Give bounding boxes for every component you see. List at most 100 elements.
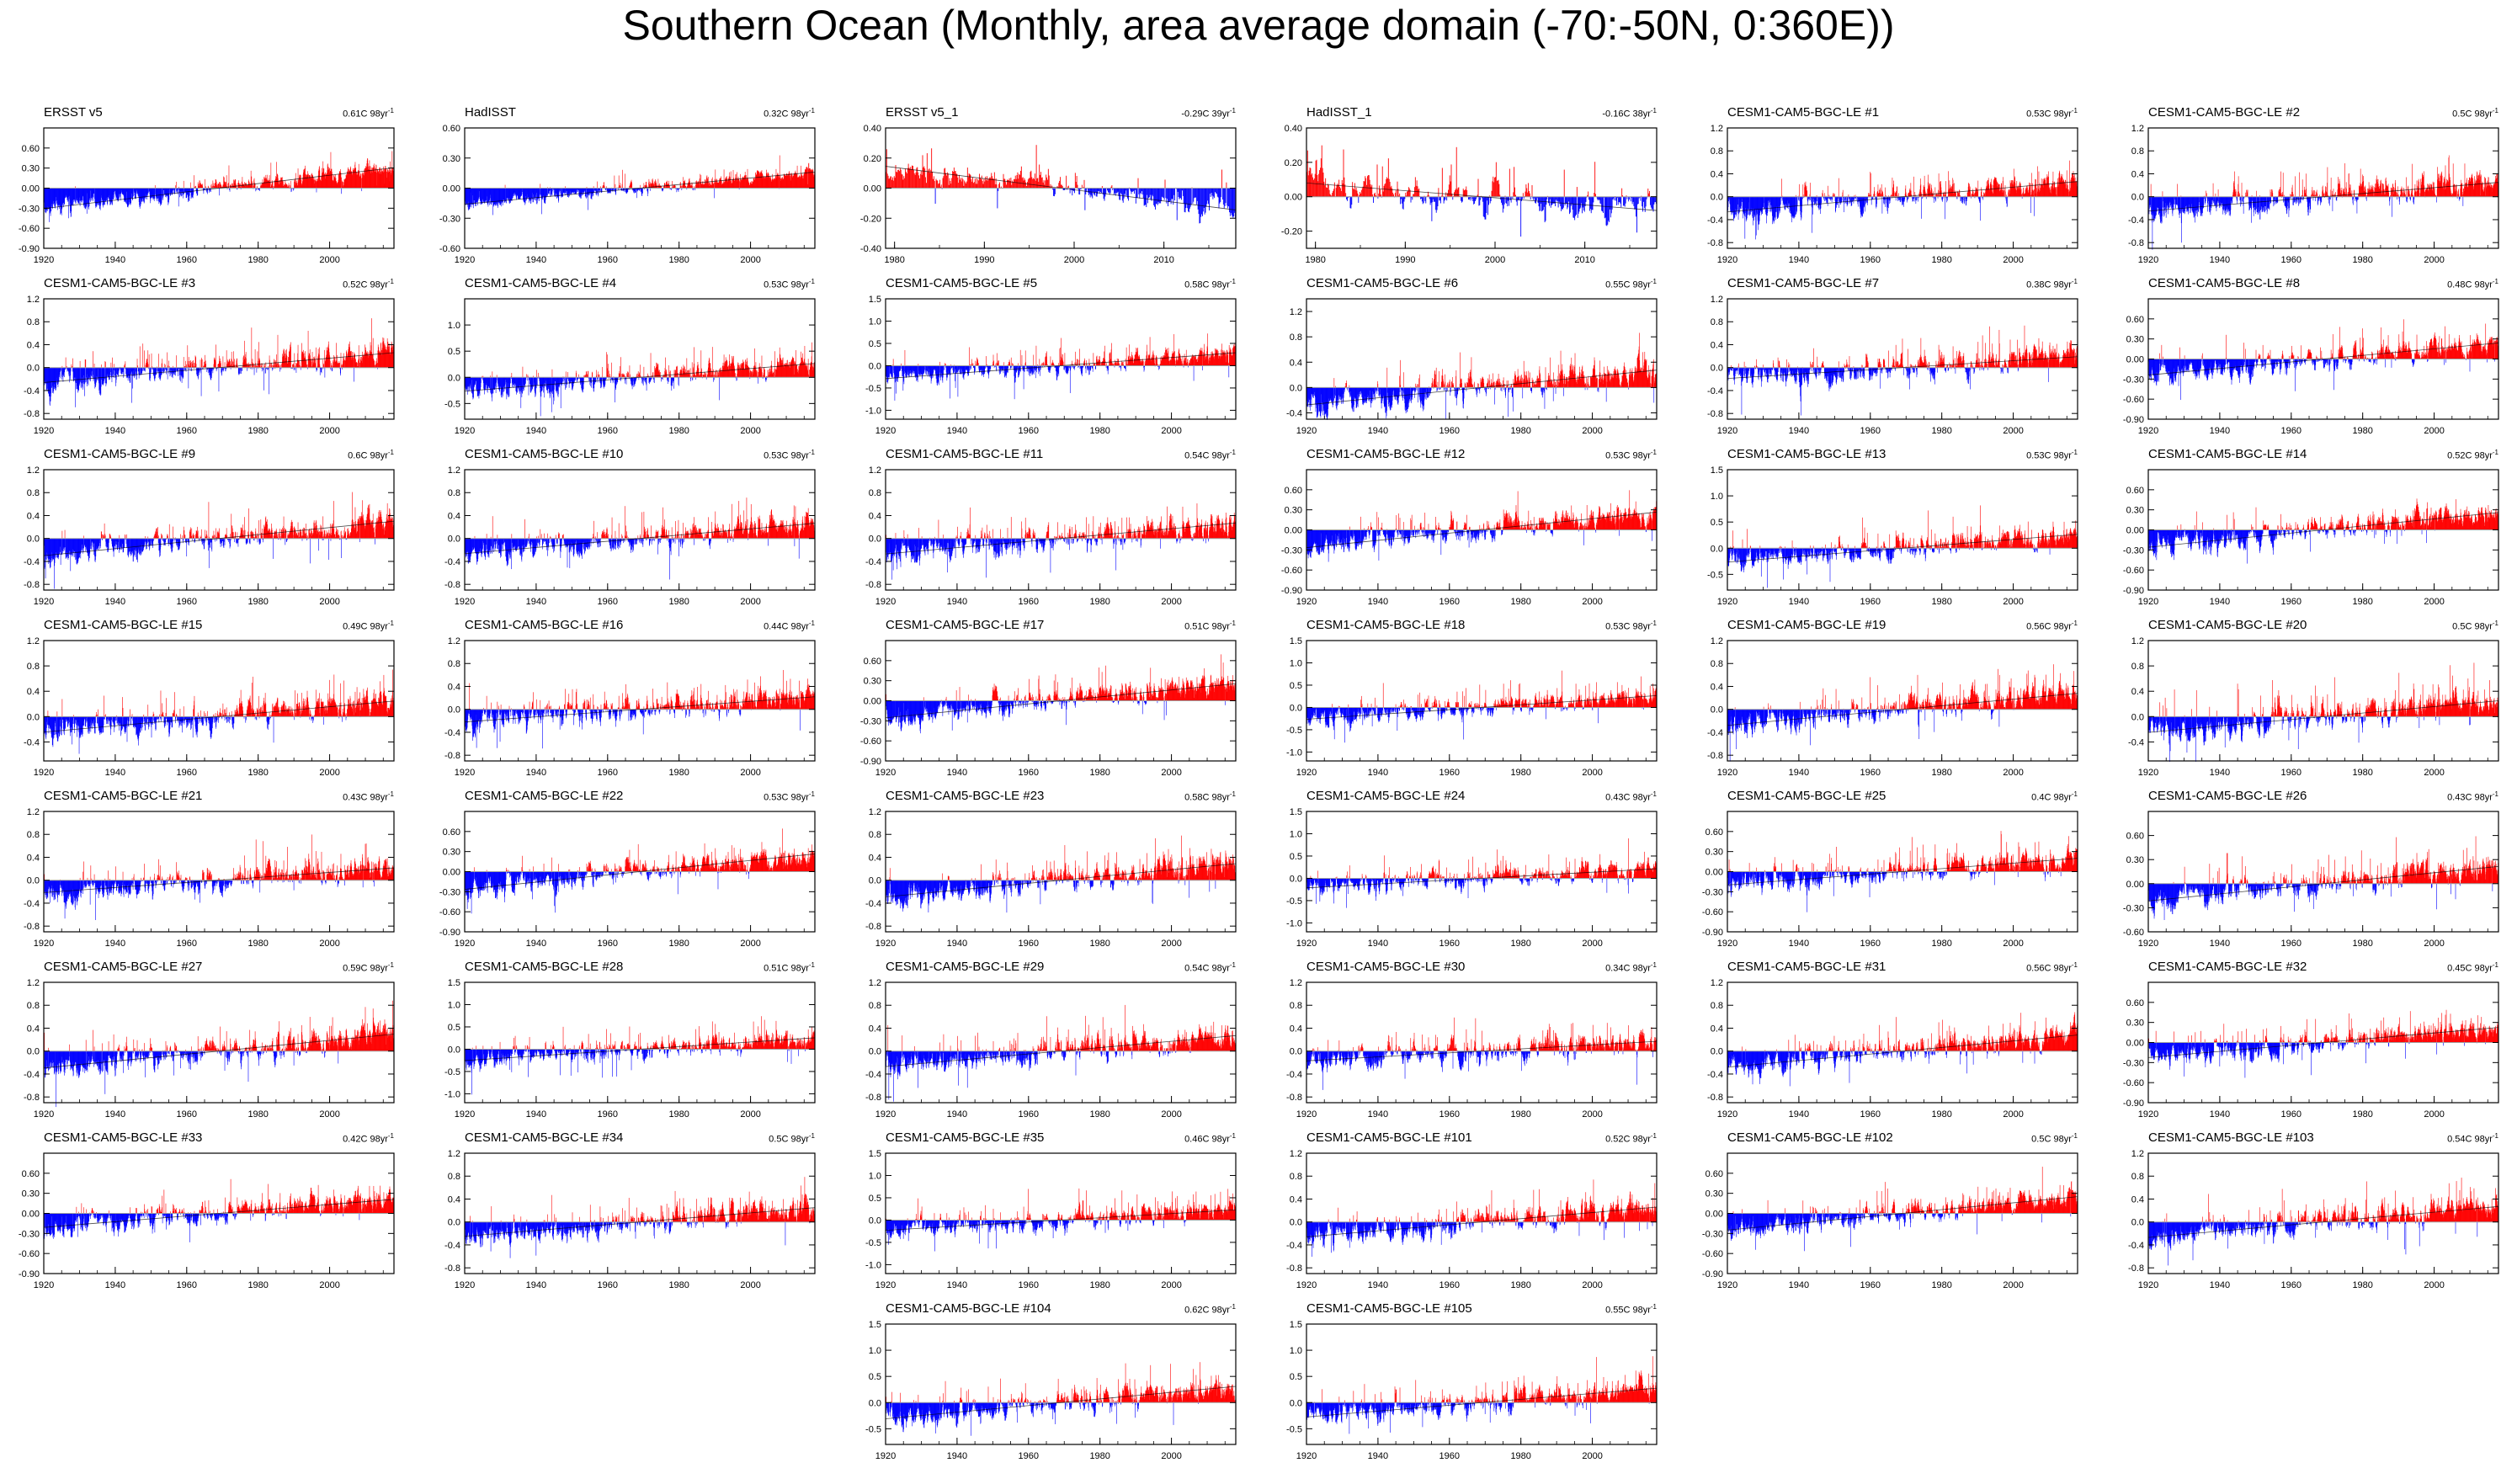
anomaly-bar	[152, 188, 154, 200]
anomaly-bar	[1823, 196, 1824, 200]
anomaly-bar	[634, 188, 636, 192]
anomaly-bar	[1736, 196, 1737, 212]
anomaly-bar	[2208, 196, 2210, 205]
anomaly-bar	[125, 188, 126, 202]
anomaly-bar	[1755, 196, 1757, 236]
anomaly-bar	[359, 176, 360, 189]
anomaly-bar	[1391, 185, 1392, 197]
anomaly-bar	[2222, 196, 2224, 206]
anomaly-bar	[614, 188, 615, 190]
anomaly-bar	[255, 188, 257, 192]
anomaly-bar	[593, 188, 595, 193]
anomaly-bar	[180, 188, 182, 196]
anomaly-bar	[731, 180, 732, 189]
anomaly-bar	[2041, 178, 2042, 197]
anomaly-bar	[1008, 180, 1009, 189]
anomaly-bar	[1387, 158, 1389, 197]
anomaly-bar	[1898, 196, 1900, 199]
anomaly-bar	[63, 188, 64, 203]
anomaly-bar	[577, 188, 578, 193]
anomaly-bar	[1757, 196, 1758, 210]
anomaly-bar	[260, 186, 261, 189]
anomaly-bar	[1842, 192, 1844, 197]
anomaly-bar	[996, 184, 998, 189]
anomaly-bar	[203, 188, 205, 194]
anomaly-bar	[1780, 196, 1782, 199]
anomaly-bar	[1804, 187, 1805, 197]
anomaly-bar	[362, 173, 364, 189]
anomaly-bar	[1308, 170, 1310, 197]
anomaly-bar	[812, 169, 813, 189]
anomaly-bar	[1836, 196, 1838, 205]
anomaly-bar	[189, 188, 190, 196]
anomaly-bar	[646, 181, 647, 189]
anomaly-bar	[65, 188, 67, 199]
anomaly-bar	[1875, 196, 1876, 199]
anomaly-bar	[500, 188, 502, 205]
anomaly-bar	[961, 178, 963, 189]
anomaly-bar	[910, 167, 912, 189]
anomaly-bar	[88, 188, 90, 206]
anomaly-bar	[2055, 189, 2057, 197]
anomaly-bar	[1423, 195, 1425, 197]
anomaly-bar	[2180, 195, 2182, 197]
anomaly-bar	[1019, 174, 1020, 189]
anomaly-bar	[348, 167, 349, 189]
anomaly-bar	[574, 188, 575, 192]
anomaly-bar	[378, 173, 379, 189]
anomaly-bars	[44, 151, 395, 222]
anomaly-bar	[655, 179, 656, 189]
anomaly-bar	[1213, 188, 1215, 197]
anomaly-bar	[1896, 190, 1897, 197]
anomaly-bar	[136, 188, 137, 194]
anomaly-bar	[239, 185, 241, 189]
anomaly-bar	[776, 178, 777, 189]
anomaly-bar	[1749, 196, 1751, 215]
anomaly-bar	[1043, 180, 1045, 189]
anomaly-bar	[195, 188, 197, 192]
anomaly-bar	[1355, 187, 1357, 197]
anomaly-bar	[609, 188, 610, 192]
anomaly-bar	[1781, 178, 1782, 197]
anomaly-bar	[1035, 180, 1036, 189]
anomaly-bar	[738, 179, 740, 189]
anomaly-bar	[176, 188, 178, 194]
anomaly-bar	[1834, 196, 1836, 201]
anomaly-bar	[1397, 189, 1399, 197]
anomaly-bar	[49, 188, 50, 222]
anomaly-bar	[98, 188, 99, 205]
anomaly-bar	[590, 188, 592, 199]
anomaly-bar	[626, 188, 628, 194]
anomaly-bar	[139, 188, 140, 205]
anomaly-bar	[470, 188, 471, 208]
anomaly-bar	[373, 163, 375, 189]
anomaly-bar	[525, 188, 526, 201]
y-tick-label: 0.30	[443, 154, 460, 164]
anomaly-bar	[2163, 196, 2164, 202]
anomaly-bars	[1306, 145, 1657, 237]
anomaly-bar	[1872, 196, 1874, 199]
anomaly-bar	[324, 174, 326, 189]
anomaly-bar	[2187, 196, 2188, 212]
anomaly-bar	[1746, 196, 1747, 220]
anomaly-bar	[101, 188, 103, 198]
anomaly-bar	[185, 188, 187, 199]
anomaly-bar	[199, 184, 200, 189]
anomaly-bar	[1466, 189, 1468, 197]
anomaly-bar	[254, 182, 255, 189]
anomaly-bar	[144, 188, 146, 199]
anomaly-bar	[1992, 188, 1993, 197]
anomaly-bar	[973, 182, 975, 189]
anomaly-bar	[175, 185, 176, 189]
anomaly-bar	[2026, 185, 2027, 197]
anomaly-bar	[548, 188, 549, 194]
anomaly-bar	[590, 188, 591, 194]
anomaly-bar	[163, 188, 165, 195]
anomaly-bar	[2169, 196, 2170, 203]
anomaly-bar	[1074, 173, 1076, 189]
anomaly-bar	[1953, 191, 1955, 197]
anomaly-bar	[201, 184, 203, 189]
anomaly-bar	[1136, 188, 1137, 199]
anomaly-bar	[1801, 196, 1803, 206]
